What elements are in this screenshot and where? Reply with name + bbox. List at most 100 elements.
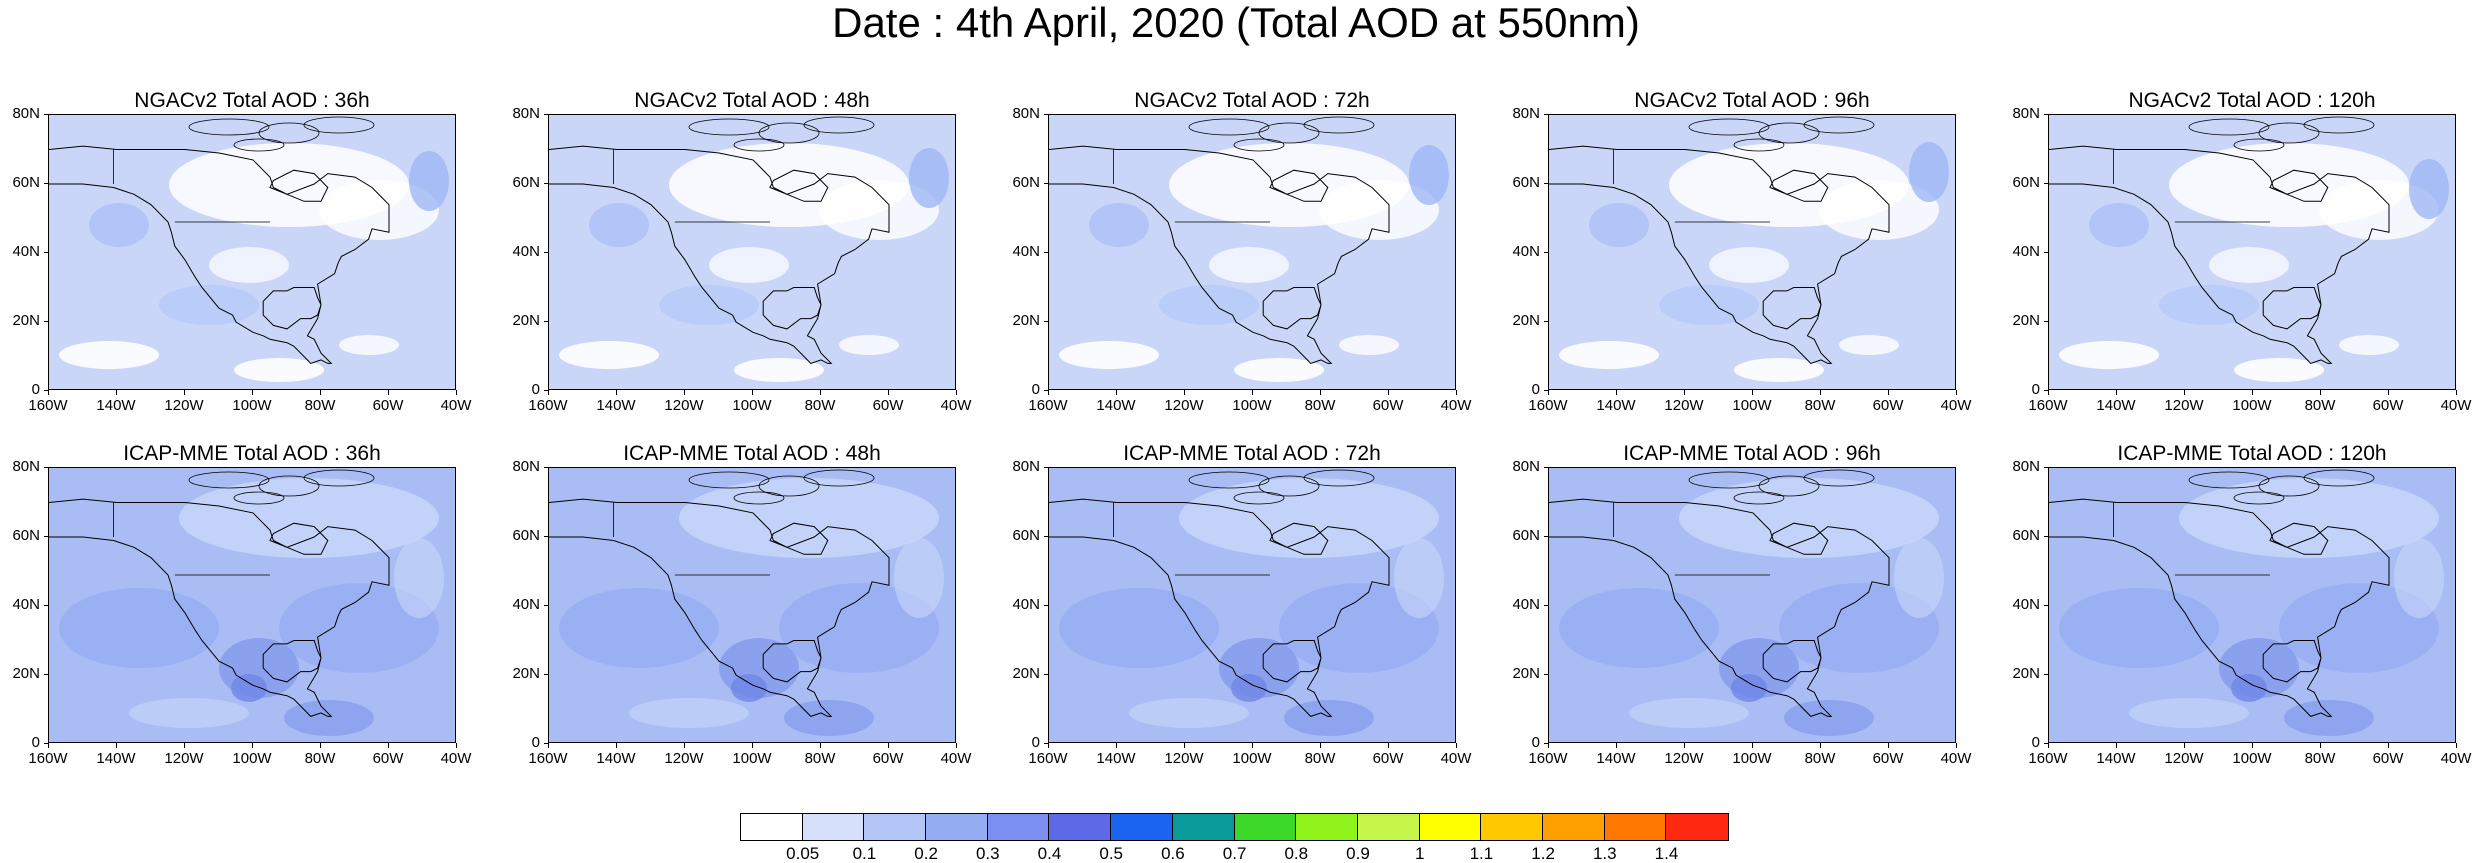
aod-field-patch: [819, 180, 939, 240]
y-tick: [1044, 390, 1049, 391]
aod-field-patch: [1731, 674, 1767, 702]
y-tick: [1044, 536, 1049, 537]
y-tick: [1544, 536, 1549, 537]
aod-field-patch: [1679, 478, 1939, 558]
colorbar-label: 0.8: [1284, 844, 1309, 863]
aod-field-patch: [1409, 145, 1449, 205]
y-tick: [44, 605, 49, 606]
arctic-island: [1233, 138, 1285, 152]
aod-field-patch: [89, 203, 149, 247]
y-tick-label: 20N: [1512, 665, 1540, 682]
coastline: [1549, 498, 1890, 717]
x-tick-label: 100W: [732, 397, 772, 414]
x-tick: [48, 743, 49, 748]
x-tick-label: 40W: [2440, 750, 2472, 767]
panel-title: NGACv2 Total AOD : 72h: [1134, 89, 1370, 112]
panel-title: ICAP-MME Total AOD : 72h: [1123, 442, 1381, 465]
x-tick: [456, 390, 457, 395]
x-tick: [320, 743, 321, 748]
y-tick-label: 60N: [1012, 527, 1040, 544]
x-tick: [2320, 743, 2321, 748]
aod-field-patch: [779, 583, 939, 673]
aod-field-patch: [894, 538, 944, 618]
x-tick: [1252, 390, 1253, 395]
x-tick-label: 120W: [2164, 750, 2204, 767]
y-tick: [544, 252, 549, 253]
hudson-bay-coast: [1769, 169, 1829, 202]
coastline: [1049, 145, 1390, 364]
x-tick: [184, 743, 185, 748]
y-tick: [544, 674, 549, 675]
map-canvas: [1549, 115, 1955, 389]
x-tick-label: 160W: [528, 397, 568, 414]
colorbar-swatch: [1234, 814, 1297, 840]
coastline: [549, 498, 890, 717]
coastline: [1549, 145, 1890, 364]
colorbar-swatch: [1357, 814, 1420, 840]
panel-title: NGACv2 Total AOD : 120h: [2128, 89, 2376, 112]
y-tick-label: 0: [31, 734, 40, 751]
colorbar-label: 0.2: [914, 844, 938, 863]
aod-field-patch: [2339, 335, 2399, 355]
aod-map: [548, 467, 956, 743]
x-tick-label: 100W: [232, 397, 272, 414]
aod-field-patch: [2284, 700, 2374, 736]
aod-field-patch: [839, 335, 899, 355]
colorbar-swatch: [1049, 814, 1112, 840]
x-tick-label: 100W: [732, 750, 772, 767]
map-canvas: [549, 468, 955, 742]
x-tick-label: 120W: [1664, 397, 1704, 414]
x-tick: [2116, 743, 2117, 748]
y-tick-label: 80N: [12, 458, 40, 475]
y-tick-label: 80N: [512, 458, 540, 475]
y-tick: [1544, 252, 1549, 253]
x-tick-label: 60W: [1872, 397, 1904, 414]
map-canvas: [49, 468, 455, 742]
y-tick-label: 60N: [2012, 527, 2040, 544]
y-tick: [1044, 321, 1049, 322]
arctic-island: [758, 475, 820, 497]
colorbar: [740, 813, 1729, 841]
aod-field-patch: [559, 341, 659, 369]
aod-field-patch: [1319, 180, 1439, 240]
y-tick-label: 0: [1031, 734, 1040, 751]
y-tick: [44, 390, 49, 391]
x-tick-label: 40W: [1440, 397, 1472, 414]
colorbar-label: 1: [1414, 844, 1425, 863]
x-tick-label: 120W: [164, 397, 204, 414]
x-tick: [1616, 390, 1617, 395]
hudson-bay-coast: [2269, 169, 2329, 202]
x-tick-label: 80W: [2304, 750, 2336, 767]
x-tick: [684, 743, 685, 748]
map-canvas: [2049, 115, 2455, 389]
arctic-island: [1188, 471, 1270, 489]
hudson-bay-coast: [269, 169, 329, 202]
x-tick-label: 120W: [664, 750, 704, 767]
y-tick: [44, 252, 49, 253]
y-tick: [1044, 114, 1049, 115]
aod-map: [1548, 114, 1956, 390]
colorbar-swatch: [802, 814, 865, 840]
aod-field-patch: [284, 700, 374, 736]
x-tick-label: 140W: [1596, 750, 1636, 767]
y-tick: [2044, 183, 2049, 184]
aod-field-patch: [1709, 247, 1789, 283]
colorbar-swatch: [864, 814, 927, 840]
map-canvas: [2049, 468, 2455, 742]
x-tick: [1752, 390, 1753, 395]
panel-title: ICAP-MME Total AOD : 120h: [2117, 442, 2387, 465]
aod-field-patch: [129, 698, 249, 728]
colorbar-label: 0.5: [1099, 844, 1123, 863]
y-tick: [2044, 605, 2049, 606]
aod-field-patch: [1734, 358, 1824, 382]
x-tick-label: 60W: [372, 750, 404, 767]
x-tick-label: 60W: [872, 397, 904, 414]
x-tick: [820, 390, 821, 395]
x-tick: [2456, 390, 2457, 395]
y-tick-label: 60N: [12, 174, 40, 191]
panel-title: NGACv2 Total AOD : 36h: [134, 89, 370, 112]
arctic-island: [1303, 116, 1375, 134]
aod-map: [1048, 114, 1456, 390]
colorbar-label: 0.9: [1346, 844, 1370, 863]
y-tick-label: 60N: [512, 174, 540, 191]
